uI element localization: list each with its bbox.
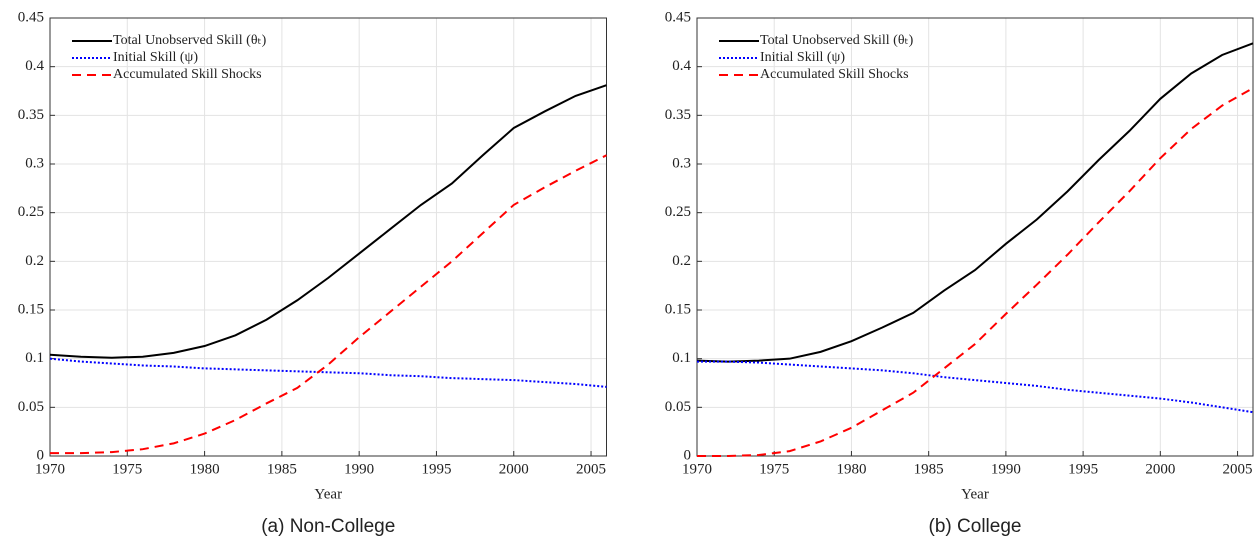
y-tick-label: 0.3 bbox=[672, 155, 691, 171]
y-tick-label: 0.2 bbox=[672, 253, 691, 269]
series-line bbox=[50, 154, 607, 455]
x-tick-label: 2005 bbox=[576, 461, 606, 477]
x-tick-label: 1975 bbox=[759, 461, 789, 477]
y-tick-label: 0 bbox=[684, 447, 692, 463]
y-tick-label: 0.1 bbox=[672, 350, 691, 366]
y-tick-label: 0.1 bbox=[25, 350, 44, 366]
plot-frame bbox=[49, 17, 607, 457]
y-tick-label: 0.05 bbox=[18, 399, 44, 415]
x-tick-label: 1995 bbox=[1068, 461, 1098, 477]
y-tick-label: 0.4 bbox=[672, 58, 691, 74]
y-tick-label: 0.2 bbox=[25, 253, 44, 269]
y-tick-label: 0.15 bbox=[665, 301, 691, 317]
y-tick-label: 0.25 bbox=[665, 204, 691, 220]
y-tick-label: 0 bbox=[37, 447, 45, 463]
legend-label: Initial Skill (ψ) bbox=[760, 50, 845, 65]
x-tick-label: 2000 bbox=[499, 461, 529, 477]
y-tick-label: 0.4 bbox=[25, 58, 44, 74]
x-tick-label: 1990 bbox=[991, 461, 1021, 477]
y-tick-label: 0.45 bbox=[665, 9, 691, 25]
x-tick-label: 1985 bbox=[914, 461, 944, 477]
y-tick-label: 0.3 bbox=[25, 155, 44, 171]
caption: (b) College bbox=[929, 516, 1022, 537]
series-line bbox=[49, 357, 607, 388]
legend-label: Total Unobserved Skill (θₜ) bbox=[760, 33, 914, 48]
series-line bbox=[697, 87, 1254, 457]
y-tick-label: 0.05 bbox=[665, 399, 691, 415]
x-tick-label: 1975 bbox=[112, 461, 142, 477]
y-tick-label: 0.35 bbox=[665, 107, 691, 123]
x-tick-label: 1995 bbox=[421, 461, 451, 477]
x-tick-label: 1990 bbox=[344, 461, 374, 477]
legend-label: Initial Skill (ψ) bbox=[113, 50, 198, 65]
y-tick-label: 0.15 bbox=[18, 301, 44, 317]
x-tick-label: 1970 bbox=[682, 461, 712, 477]
legend-label: Accumulated Skill Shocks bbox=[113, 67, 262, 82]
series-line bbox=[697, 360, 1254, 414]
y-tick-label: 0.25 bbox=[18, 204, 44, 220]
x-axis-label: Year bbox=[961, 486, 989, 502]
x-tick-label: 1985 bbox=[267, 461, 297, 477]
series-line bbox=[49, 84, 607, 359]
x-tick-label: 1980 bbox=[190, 461, 220, 477]
y-tick-label: 0.45 bbox=[18, 9, 44, 25]
series-line bbox=[696, 42, 1254, 363]
plot-frame bbox=[696, 17, 1254, 457]
x-tick-label: 1970 bbox=[35, 461, 65, 477]
legend-label: Total Unobserved Skill (θₜ) bbox=[113, 33, 267, 48]
x-tick-label: 1980 bbox=[836, 461, 866, 477]
x-tick-label: 2000 bbox=[1145, 461, 1175, 477]
caption: (a) Non-College bbox=[261, 516, 395, 537]
legend-label: Accumulated Skill Shocks bbox=[760, 67, 909, 82]
x-axis-label: Year bbox=[314, 486, 342, 502]
y-tick-label: 0.35 bbox=[18, 107, 44, 123]
x-tick-label: 2005 bbox=[1223, 461, 1253, 477]
